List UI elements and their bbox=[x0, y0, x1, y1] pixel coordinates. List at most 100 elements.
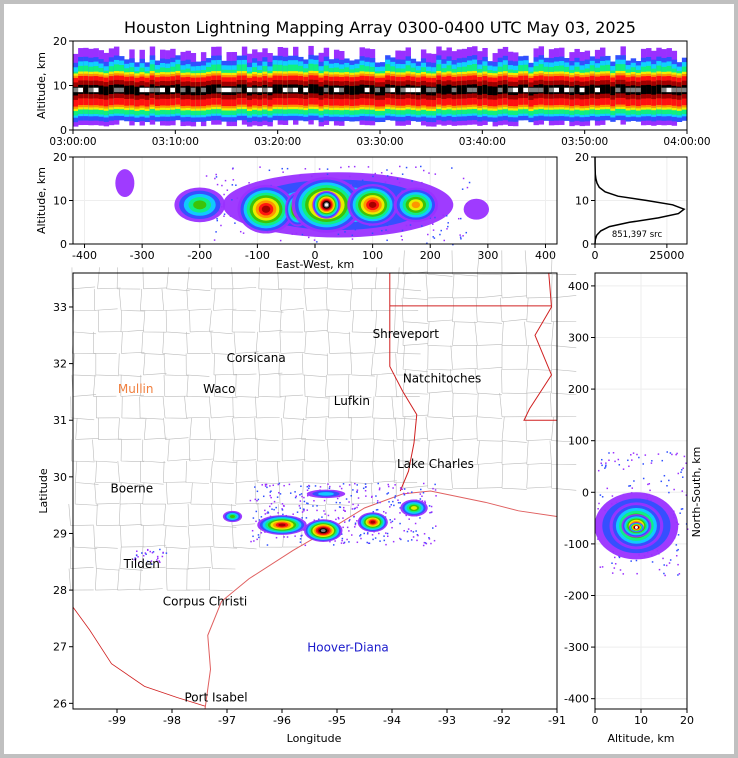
map-scatter-source bbox=[344, 510, 346, 513]
map-scatter-source bbox=[300, 485, 302, 488]
ns-scatter-source bbox=[682, 467, 684, 469]
map-scatter-source bbox=[254, 486, 256, 488]
parish-line bbox=[402, 393, 428, 418]
map-scatter-source bbox=[298, 505, 301, 507]
ns-scatter-source bbox=[675, 544, 678, 546]
map-scatter-source bbox=[306, 494, 309, 497]
time-altitude-peak bbox=[390, 87, 396, 93]
county-line bbox=[141, 331, 165, 355]
time-altitude-peak bbox=[364, 87, 370, 93]
county-line bbox=[304, 288, 330, 311]
parish-line bbox=[501, 464, 527, 490]
ew-scatter-source bbox=[223, 215, 225, 217]
county-line bbox=[97, 310, 122, 333]
map-scatter-source bbox=[372, 510, 375, 513]
parish-line bbox=[476, 416, 503, 442]
county-line bbox=[71, 374, 97, 397]
county-line bbox=[235, 482, 259, 505]
map-scatter-source bbox=[151, 551, 154, 554]
ew-scatter-source bbox=[231, 199, 233, 201]
ew-scatter-source bbox=[398, 181, 401, 184]
parish-line bbox=[500, 297, 527, 322]
parish-line bbox=[402, 440, 428, 465]
y-axis-label: North-South, km bbox=[690, 447, 703, 538]
map-scatter-source bbox=[408, 518, 410, 520]
ns-scatter-source bbox=[631, 487, 634, 489]
ew-scatter-source bbox=[205, 175, 208, 177]
ew-scatter-source bbox=[420, 165, 422, 168]
x-tick-label: 0 bbox=[312, 249, 319, 262]
ns-scatter-source bbox=[606, 487, 609, 490]
time-altitude-column bbox=[436, 84, 442, 94]
map-scatter-source bbox=[383, 535, 385, 537]
map-scatter-source bbox=[339, 501, 341, 504]
y-tick-label: -100 bbox=[564, 538, 589, 551]
ew-scatter-source bbox=[445, 215, 448, 217]
lma-figure: Houston Lightning Mapping Array 0300-040… bbox=[35, 18, 711, 745]
ns-scatter-source bbox=[631, 459, 633, 461]
ns-scatter-source bbox=[681, 476, 684, 478]
parish-line bbox=[450, 369, 478, 395]
ns-scatter-source bbox=[671, 453, 673, 456]
county-line bbox=[213, 288, 237, 311]
time-altitude-column bbox=[502, 84, 509, 94]
ew-scatter-source bbox=[299, 174, 301, 177]
ew-scatter-source bbox=[326, 168, 329, 170]
ns-scatter-source bbox=[649, 489, 651, 492]
time-altitude-peak bbox=[221, 87, 227, 93]
y-tick-label: 10 bbox=[575, 195, 589, 208]
map-scatter-source bbox=[399, 537, 401, 540]
map-scatter-source bbox=[157, 557, 159, 560]
county-line bbox=[163, 417, 189, 440]
density-level-8 bbox=[368, 201, 377, 208]
county-line bbox=[232, 417, 258, 440]
map-scatter-source bbox=[307, 502, 309, 505]
map-scatter-source bbox=[159, 561, 161, 564]
x-tick-label: 03:50:00 bbox=[561, 136, 608, 148]
map-scatter-source bbox=[340, 542, 343, 544]
map-scatter-source bbox=[278, 482, 281, 485]
time-altitude-peak bbox=[303, 87, 309, 93]
parish-line bbox=[524, 250, 552, 275]
ew-scatter-source bbox=[439, 233, 441, 236]
county-line bbox=[190, 482, 214, 505]
y-tick-label: 29 bbox=[53, 527, 67, 540]
map-scatter-source bbox=[379, 540, 381, 542]
ns-scatter-source bbox=[660, 480, 663, 483]
county-line bbox=[118, 504, 143, 526]
parish-line bbox=[551, 345, 577, 372]
ew-scatter-source bbox=[354, 228, 357, 231]
time-altitude-column bbox=[175, 84, 181, 94]
ew-scatter-source bbox=[307, 236, 310, 239]
parish-line bbox=[402, 274, 428, 300]
ns-scatter-source bbox=[683, 455, 686, 458]
county-line bbox=[375, 374, 399, 398]
county-line bbox=[350, 267, 376, 290]
map-scatter-source bbox=[158, 560, 160, 562]
map-scatter-source bbox=[389, 519, 391, 521]
parish-line bbox=[452, 416, 478, 441]
map-scatter-source bbox=[332, 544, 335, 546]
ns-scatter-source bbox=[614, 556, 616, 559]
county-line bbox=[233, 331, 259, 354]
map-scatter-source bbox=[134, 558, 137, 560]
county-line bbox=[303, 374, 329, 399]
time-altitude-peak bbox=[564, 87, 570, 93]
parish-line bbox=[402, 345, 428, 372]
map-scatter-source bbox=[275, 506, 277, 509]
county-line bbox=[120, 439, 145, 462]
map-scatter-source bbox=[348, 520, 350, 522]
time-altitude-peak bbox=[579, 87, 585, 93]
county-line bbox=[394, 288, 419, 311]
map-scatter-source bbox=[354, 523, 357, 526]
ew-scatter-source bbox=[384, 181, 387, 183]
county-line bbox=[257, 353, 283, 376]
county-line bbox=[70, 439, 95, 463]
map-scatter-source bbox=[264, 509, 266, 512]
county-line bbox=[280, 288, 304, 311]
map-scatter-source bbox=[351, 508, 354, 510]
ns-scatter-source bbox=[601, 496, 604, 498]
map-scatter-source bbox=[420, 488, 422, 491]
parish-line bbox=[501, 416, 527, 443]
map-scatter-source bbox=[292, 513, 294, 515]
